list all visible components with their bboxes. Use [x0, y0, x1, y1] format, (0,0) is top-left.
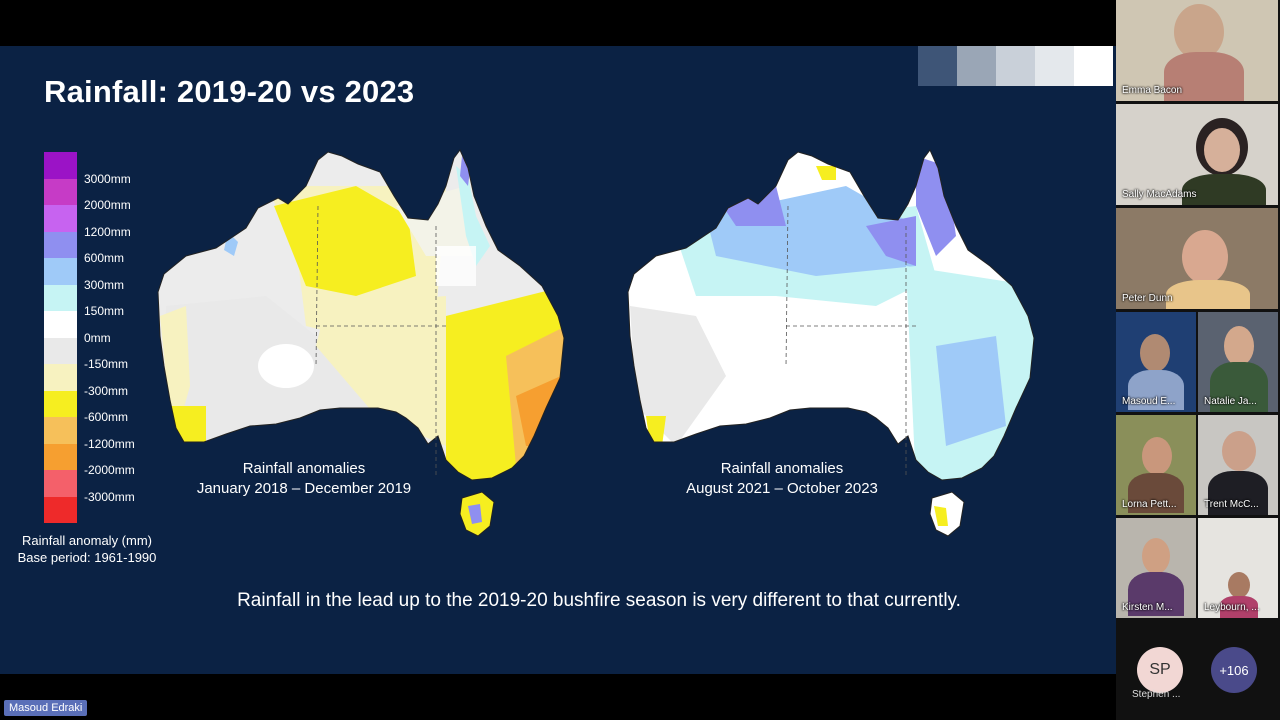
participant-tile[interactable]: Leybourn, ... — [1198, 518, 1278, 618]
legend-label: 600mm — [84, 251, 125, 265]
participant-name: Natalie Ja... — [1204, 396, 1257, 407]
legend-caption-base-period: Base period: 1961-1990 — [17, 550, 157, 565]
participant-tile[interactable]: Masoud E... — [1116, 312, 1196, 412]
legend-label: -150mm — [84, 357, 129, 371]
more-participants-count: +106 — [1219, 662, 1249, 678]
legend-label: 300mm — [84, 277, 125, 292]
legend-label: -3000mm — [84, 489, 135, 504]
legend-label: 2000mm — [84, 198, 131, 212]
participant-tile[interactable]: Trent McC... — [1198, 415, 1278, 515]
legend-swatch — [44, 470, 77, 497]
legend-label: -600mm — [84, 410, 129, 424]
legend-swatch — [44, 258, 77, 285]
map-caption-right-period: August 2021 – October 2023 — [686, 480, 878, 497]
legend-swatch — [44, 443, 77, 470]
legend-swatch — [44, 417, 77, 444]
decorative-bars — [918, 46, 1113, 86]
legend-swatch — [44, 152, 77, 179]
presentation-slide: Rainfall: 2019-20 vs 2023 3000mm 2000mm 12… — [0, 46, 1116, 674]
slide-title: Rainfall: 2019-20 vs 2023 — [44, 74, 415, 109]
participant-avatar[interactable]: SP — [1137, 647, 1183, 693]
legend-colorbar — [44, 152, 77, 523]
participant-tile[interactable]: Sally MacAdams — [1116, 104, 1278, 205]
legend-swatch — [44, 178, 77, 205]
shared-screen: Rainfall: 2019-20 vs 2023 3000mm 2000mm 12… — [0, 46, 1116, 716]
participant-name: Emma Bacon — [1122, 85, 1183, 96]
participant-name: Kirsten M... — [1122, 602, 1173, 613]
map-caption-left-title: Rainfall anomalies — [242, 460, 366, 477]
participant-gallery: Emma Bacon Sally MacAdams Peter Dunn Mas… — [1116, 0, 1280, 720]
map-caption-right-title: Rainfall anomalies — [720, 460, 844, 477]
legend-label: 1200mm — [84, 224, 131, 239]
participant-tile[interactable]: Natalie Ja... — [1198, 312, 1278, 412]
participant-tile[interactable]: Peter Dunn — [1116, 208, 1278, 309]
participant-name: Masoud E... — [1122, 396, 1176, 407]
legend-label: 3000mm — [84, 171, 131, 186]
participant-name: Trent McC... — [1204, 499, 1259, 510]
participant-name: Lorna Pett... — [1122, 499, 1177, 510]
legend-swatch — [44, 231, 77, 258]
legend-label: -300mm — [84, 383, 129, 398]
legend-swatch — [44, 284, 77, 311]
legend-label: 0mm — [84, 330, 111, 345]
map-caption-right: Rainfall anomalies August 2021 – October… — [652, 459, 912, 499]
map-caption-left-period: January 2018 – December 2019 — [196, 480, 412, 497]
participant-tile[interactable]: Lorna Pett... — [1116, 415, 1196, 515]
legend-swatch — [44, 311, 77, 338]
presenter-name-tag: Masoud Edraki — [4, 700, 88, 716]
legend-label: 150mm — [84, 304, 125, 318]
legend-caption-title: Rainfall anomaly (mm) — [21, 533, 153, 548]
participant-tile[interactable]: Kirsten M... — [1116, 518, 1196, 618]
participant-tile[interactable]: Emma Bacon — [1116, 0, 1278, 101]
rainfall-map-2021-2023 — [616, 146, 1040, 538]
avatar-initials: SP — [1149, 661, 1171, 678]
legend-swatch — [44, 205, 77, 232]
legend-swatch — [44, 337, 77, 364]
legend-label: -2000mm — [84, 463, 135, 477]
participant-name: Sally MacAdams — [1122, 189, 1197, 200]
legend-swatch — [44, 390, 77, 417]
participant-name: Leybourn, ... — [1204, 602, 1260, 613]
legend-swatch — [44, 364, 77, 391]
map-caption-left: Rainfall anomalies January 2018 – Decemb… — [174, 459, 434, 499]
more-participants-button[interactable]: +106 — [1211, 647, 1257, 693]
rainfall-map-2018-2019 — [146, 146, 566, 538]
participant-name: Peter Dunn — [1122, 293, 1173, 304]
legend-swatch — [44, 496, 77, 523]
avatar-name: Stephen ... — [1132, 689, 1181, 700]
slide-bottom-text: Rainfall in the lead up to the 2019-20 b… — [237, 590, 961, 611]
legend-caption: Rainfall anomaly (mm) Base period: 1961-… — [0, 532, 174, 566]
legend-label: -1200mm — [84, 436, 135, 451]
